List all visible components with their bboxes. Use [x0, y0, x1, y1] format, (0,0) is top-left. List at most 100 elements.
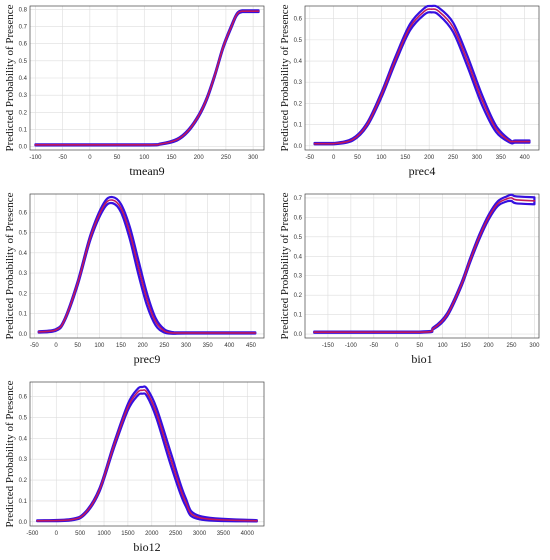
- y-tick-label: 0.5: [19, 415, 28, 421]
- y-tick-label: 0.0: [19, 145, 28, 151]
- y-tick-label: 0.2: [19, 291, 28, 297]
- x-axis-label: prec9: [134, 352, 161, 366]
- y-tick-label: 0.6: [294, 17, 303, 23]
- x-tick-label: -100: [29, 155, 42, 161]
- y-tick-label: 0.2: [19, 110, 28, 116]
- x-tick-label: 50: [416, 343, 423, 349]
- chart-prec9: -50 0 50 100 150 200 250 300 350 400 450 0.0 0.1 0.2 0…: [4, 192, 265, 366]
- y-tick-label: 0.2: [294, 293, 303, 299]
- x-tick-label: 500: [75, 531, 86, 537]
- x-tick-label: 250: [506, 343, 517, 349]
- plot-frame: [304, 193, 540, 339]
- x-tick-label: 3000: [193, 531, 207, 537]
- chart-panel-prec9: -50 0 50 100 150 200 250 300 350 400 450 0.0 0.1 0.2 0…: [0, 188, 275, 373]
- response-curve: [37, 199, 257, 334]
- chart-tmean9: -100 -50 0 50 100 150 200 250 300 0.0 0.1 0.2 0.3 0.4…: [4, 4, 265, 178]
- y-tick-label: 0.6: [19, 210, 28, 216]
- x-tick-label: 300: [472, 155, 483, 161]
- y-tick-label: 0.1: [19, 312, 28, 318]
- plot-frame: [304, 5, 540, 151]
- x-tick-label: 4000: [241, 531, 255, 537]
- y-tick-label: 0.5: [19, 59, 28, 65]
- response-curve: [313, 8, 531, 145]
- y-axis-label: Predicted Probability of Presence: [279, 192, 291, 339]
- chart-bio1: -150 -100 -50 0 50 100 150 200 250 300 0.0 0.1 0.2 0.…: [279, 192, 540, 366]
- x-tick-label: 450: [246, 343, 257, 349]
- x-tick-label: 200: [138, 343, 149, 349]
- y-tick-label: 0.4: [19, 436, 28, 442]
- response-curve: [34, 10, 260, 146]
- x-tick-label: -50: [305, 155, 314, 161]
- chart-panel-tmean9: -100 -50 0 50 100 150 200 250 300 0.0 0.1 0.2 0.3 0.4…: [0, 0, 275, 185]
- x-tick-label: 0: [395, 343, 399, 349]
- y-tick-label: 0.1: [294, 123, 303, 129]
- chart-panel-bio1: -150 -100 -50 0 50 100 150 200 250 300 0.0 0.1 0.2 0.…: [275, 188, 550, 373]
- plot-frame: [29, 5, 265, 151]
- confidence-band: [313, 4, 531, 146]
- x-tick-label: 100: [376, 155, 387, 161]
- y-tick-label: 0.4: [294, 59, 303, 65]
- y-axis-label: Predicted Probability of Presence: [4, 192, 16, 339]
- x-tick-label: 200: [424, 155, 435, 161]
- x-tick-label: 200: [484, 343, 495, 349]
- confidence-band: [37, 195, 257, 335]
- x-axis-label: bio1: [411, 352, 432, 366]
- x-tick-label: 300: [181, 343, 192, 349]
- x-tick-label: 150: [166, 155, 177, 161]
- y-tick-label: 0.5: [19, 231, 28, 237]
- x-tick-label: 0: [55, 531, 59, 537]
- x-tick-label: 1500: [121, 531, 135, 537]
- x-tick-label: 150: [400, 155, 411, 161]
- chart-panel-prec4: -50 0 50 100 150 200 250 300 350 400 0.0 0.1 0.2 0.3 0…: [275, 0, 550, 185]
- x-tick-label: -50: [58, 155, 67, 161]
- y-axis-label: Predicted Probability of Presence: [279, 4, 291, 151]
- x-tick-label: 0: [332, 155, 336, 161]
- y-tick-label: 0.5: [294, 235, 303, 241]
- y-axis-label: Predicted Probability of Presence: [4, 4, 16, 151]
- chart-panel-bio12: -500 0 500 1000 1500 2000 2500 3000 3500 4000 0.0 0…: [0, 376, 275, 560]
- plot-frame: [29, 381, 265, 527]
- x-axis-label: bio12: [133, 540, 160, 554]
- y-tick-label: 0.3: [294, 274, 303, 280]
- y-tick-label: 0.6: [19, 42, 28, 48]
- x-tick-label: 50: [74, 343, 81, 349]
- x-tick-label: 250: [159, 343, 170, 349]
- y-tick-label: 0.1: [19, 127, 28, 133]
- y-tick-label: 0.0: [294, 144, 303, 150]
- x-tick-label: -100: [345, 343, 358, 349]
- y-tick-label: 0.4: [294, 254, 303, 260]
- x-tick-label: -50: [369, 343, 378, 349]
- x-tick-label: -150: [322, 343, 335, 349]
- x-axis-label: prec4: [409, 164, 436, 178]
- x-axis-label: tmean9: [129, 164, 164, 178]
- y-tick-label: 0.0: [19, 332, 28, 338]
- chart-bio12: -500 0 500 1000 1500 2000 2500 3000 3500 4000 0.0 0…: [4, 380, 265, 554]
- x-tick-label: 3500: [217, 531, 231, 537]
- y-tick-label: 0.1: [19, 499, 28, 505]
- y-tick-label: 0.2: [19, 478, 28, 484]
- y-tick-label: 0.3: [19, 457, 28, 463]
- x-tick-label: 150: [116, 343, 127, 349]
- x-tick-label: 100: [139, 155, 150, 161]
- y-tick-label: 0.3: [19, 93, 28, 99]
- response-curve: [313, 197, 536, 333]
- x-tick-label: 100: [438, 343, 449, 349]
- x-tick-label: 0: [54, 343, 58, 349]
- y-tick-label: 0.8: [19, 7, 28, 13]
- y-tick-label: 0.1: [294, 313, 303, 319]
- y-tick-label: 0.4: [19, 76, 28, 82]
- chart-prec4: -50 0 50 100 150 200 250 300 350 400 0.0 0.1 0.2 0.3 0…: [279, 4, 540, 178]
- x-tick-label: 150: [461, 343, 472, 349]
- y-tick-label: 0.6: [294, 215, 303, 221]
- x-tick-label: 250: [221, 155, 232, 161]
- y-tick-label: 0.7: [294, 196, 303, 202]
- x-tick-label: 350: [203, 343, 214, 349]
- response-curve: [36, 389, 258, 522]
- x-tick-label: -500: [26, 531, 39, 537]
- y-axis-label: Predicted Probability of Presence: [4, 380, 16, 527]
- y-tick-label: 0.3: [19, 271, 28, 277]
- confidence-band: [313, 193, 536, 334]
- x-tick-label: 200: [194, 155, 205, 161]
- y-tick-label: 0.6: [19, 395, 28, 401]
- y-tick-label: 0.0: [294, 332, 303, 338]
